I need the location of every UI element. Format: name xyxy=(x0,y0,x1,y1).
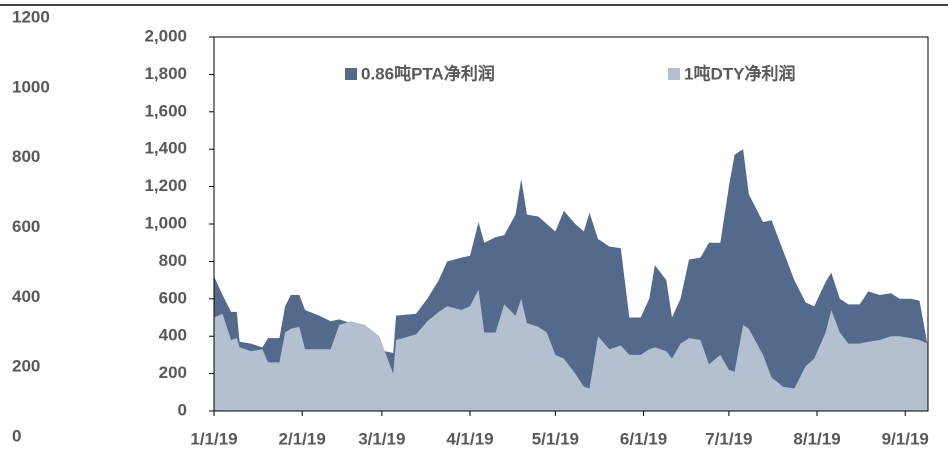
x-tick-label: 4/1/19 xyxy=(446,429,493,448)
x-tick-label: 8/1/19 xyxy=(793,429,840,448)
y-tick-label: 800 xyxy=(159,251,187,270)
y2-tick-label: 400 xyxy=(12,287,40,306)
x-tick-label: 6/1/19 xyxy=(620,429,667,448)
x-tick-label: 3/1/19 xyxy=(358,429,405,448)
y-tick-label: 200 xyxy=(159,363,187,382)
y2-tick-label: 1000 xyxy=(12,77,50,96)
x-tick-label: 5/1/19 xyxy=(532,429,579,448)
y2-tick-label: 1200 xyxy=(12,7,50,26)
x-tick-label: 7/1/19 xyxy=(705,429,752,448)
y-tick-label: 0 xyxy=(178,400,187,419)
y2-tick-label: 200 xyxy=(12,357,40,376)
legend-swatch xyxy=(345,68,357,80)
y2-tick-label: 600 xyxy=(12,217,40,236)
y-tick-label: 1,000 xyxy=(144,213,187,232)
x-tick-label: 1/1/19 xyxy=(190,429,237,448)
legend-label: 1吨DTY净利润 xyxy=(684,63,795,83)
x-tick-label: 9/1/19 xyxy=(882,429,929,448)
y-tick-label: 1,800 xyxy=(144,64,187,83)
legend-swatch xyxy=(668,68,680,80)
y-tick-label: 600 xyxy=(159,288,187,307)
legend-label: 0.86吨PTA净利润 xyxy=(361,63,495,83)
y-tick-label: 1,400 xyxy=(144,139,187,158)
y2-tick-label: 0 xyxy=(12,426,21,445)
y-tick-label: 1,200 xyxy=(144,176,187,195)
x-tick-label: 2/1/19 xyxy=(279,429,326,448)
area xyxy=(214,289,928,411)
y2-tick-label: 800 xyxy=(12,147,40,166)
y-tick-label: 400 xyxy=(159,326,187,345)
y-tick-label: 2,000 xyxy=(144,26,187,45)
y-tick-label: 1,600 xyxy=(144,101,187,120)
